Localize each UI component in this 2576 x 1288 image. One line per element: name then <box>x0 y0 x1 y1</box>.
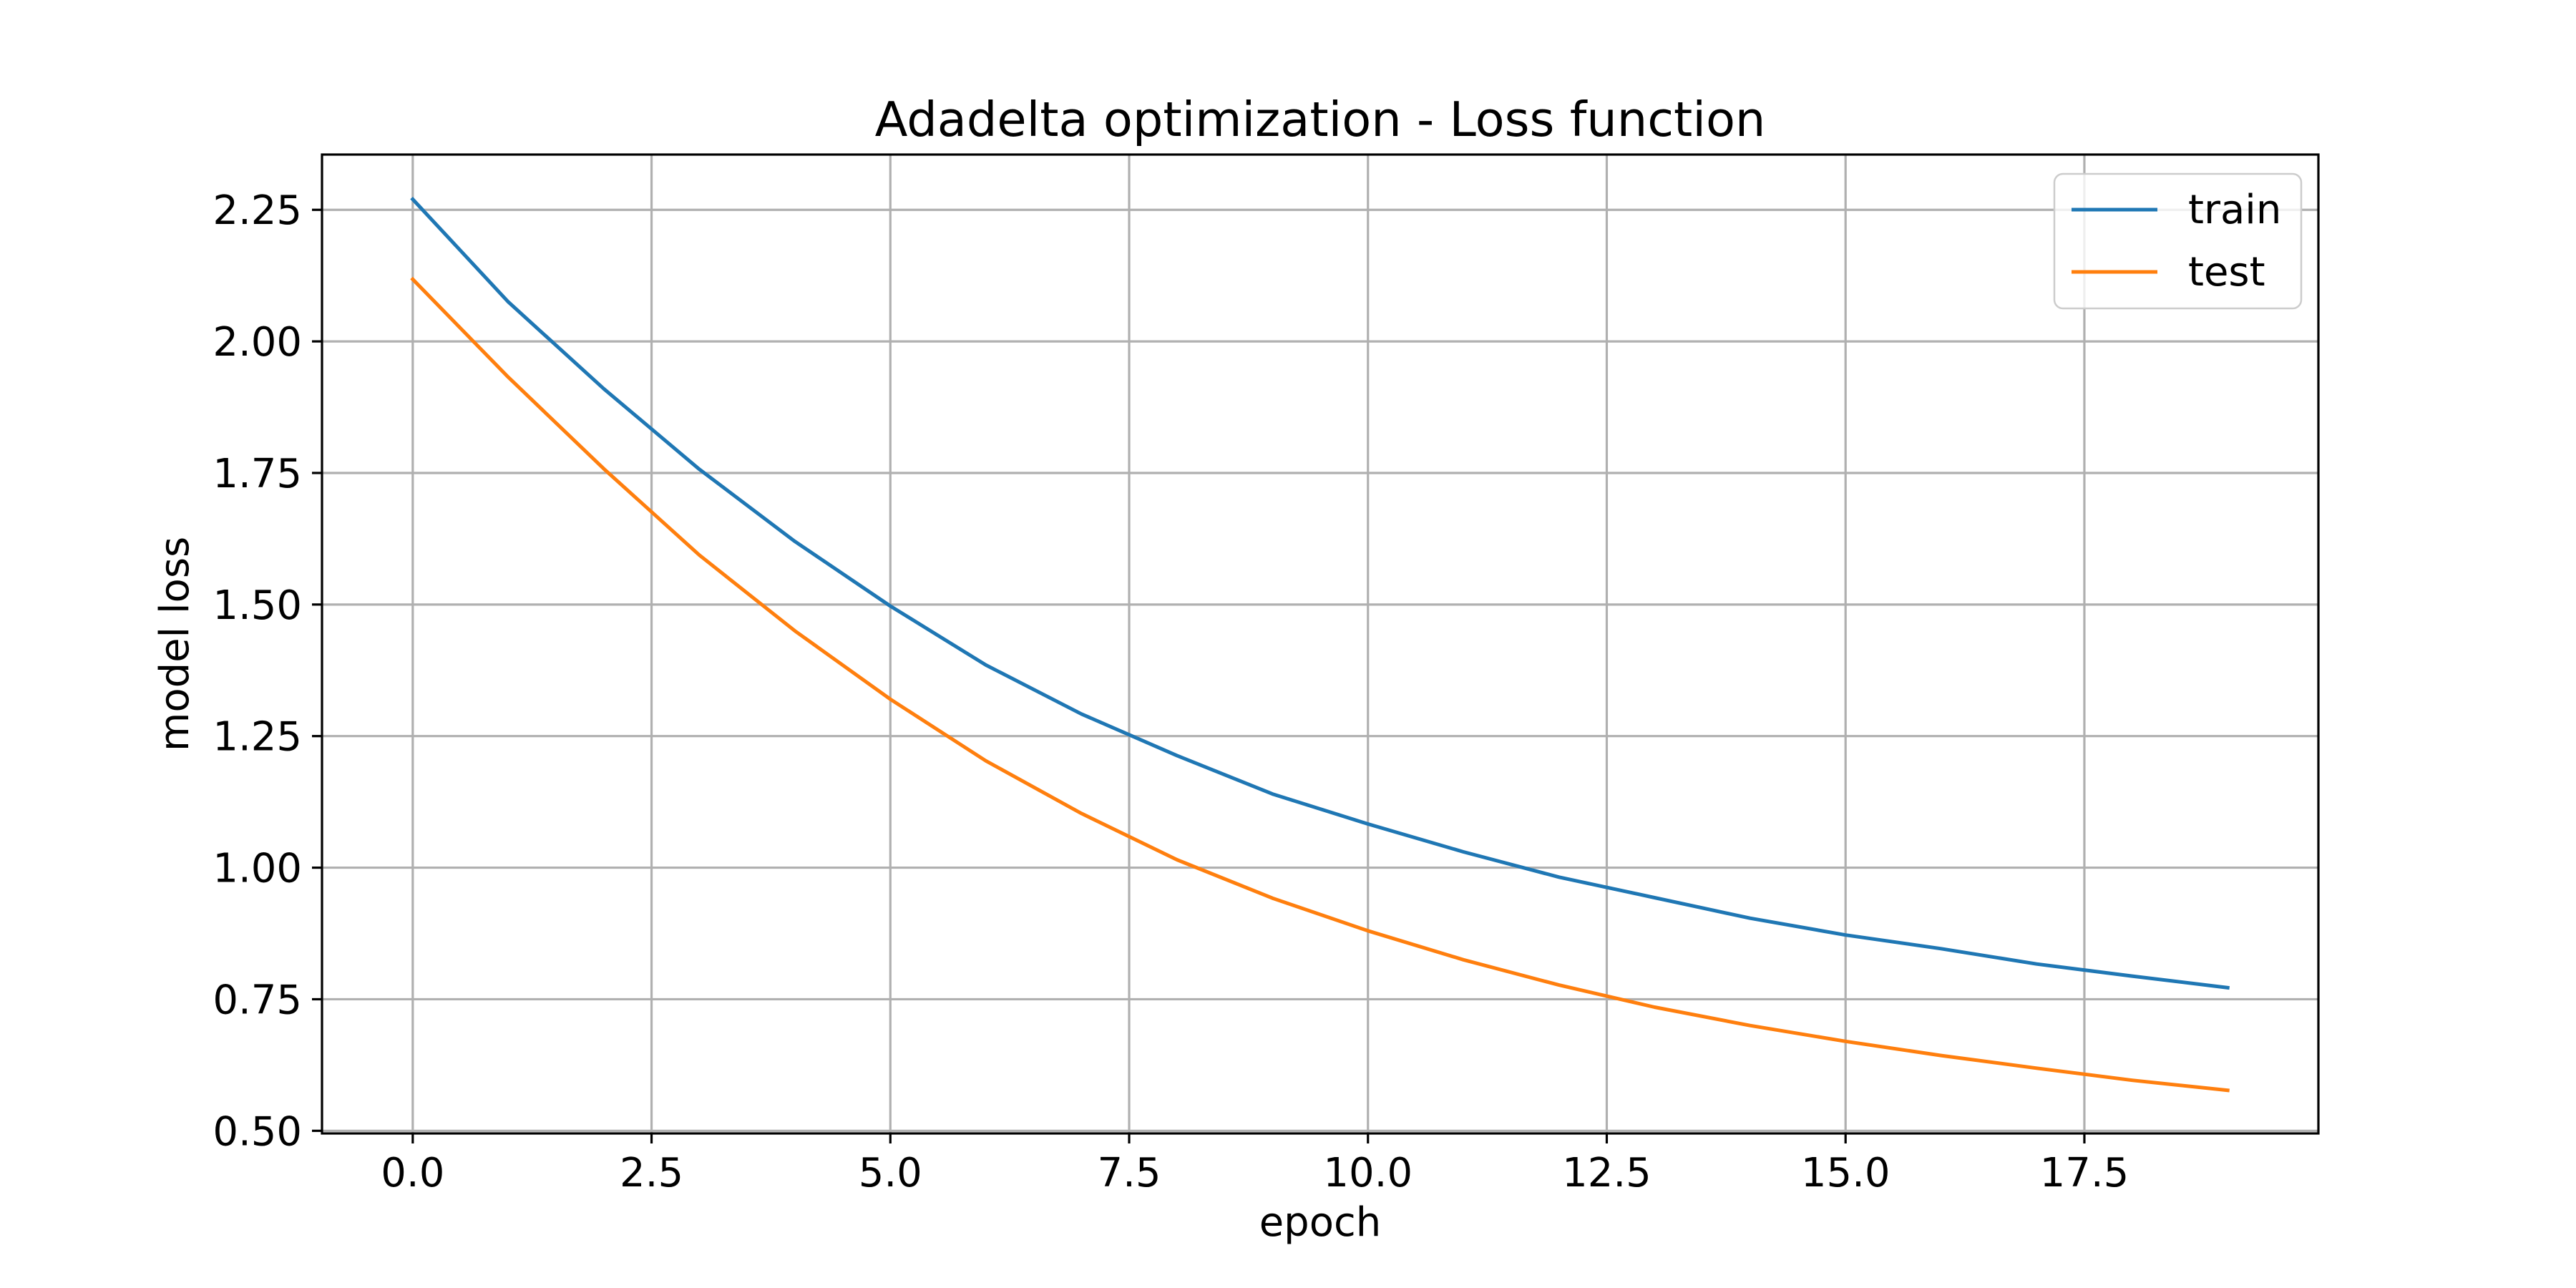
y-tick-label: 1.00 <box>213 846 302 892</box>
y-axis-label: model loss <box>152 537 198 751</box>
x-tick-label: 17.5 <box>2040 1150 2129 1196</box>
x-tick-label: 5.0 <box>859 1150 922 1196</box>
grid <box>322 155 2318 1133</box>
plot-frame <box>321 153 2320 1135</box>
y-tick-label: 2.25 <box>213 187 302 234</box>
y-tick-label: 0.75 <box>213 977 302 1023</box>
series-line-test <box>410 276 2230 1093</box>
x-tick-label: 7.5 <box>1097 1150 1161 1196</box>
series-line-train <box>410 196 2230 990</box>
x-tick-label: 2.5 <box>620 1150 683 1196</box>
tick-layer: 0.0 2.5 5.0 7.5 10.0 12.5 15.0 17.5 0.50 0.75 1.00… <box>213 187 2129 1196</box>
legend-box <box>2053 172 2303 310</box>
legend-label-train: train <box>2188 187 2281 233</box>
x-axis-label: epoch <box>1259 1199 1382 1246</box>
y-tick-label: 2.00 <box>213 319 302 366</box>
series-layer <box>410 196 2230 1093</box>
y-tick-label: 1.50 <box>213 582 302 629</box>
x-tick-label: 0.0 <box>381 1150 444 1196</box>
y-tick-label: 1.75 <box>213 451 302 497</box>
legend-label-test: test <box>2188 249 2265 296</box>
x-tick-label: 10.0 <box>1323 1150 1413 1196</box>
x-tick-label: 15.0 <box>1801 1150 1890 1196</box>
legend: train test <box>2053 172 2303 310</box>
x-tick-label: 12.5 <box>1562 1150 1652 1196</box>
chart-title: Adadelta optimization - Loss function <box>875 92 1766 147</box>
y-tick-label: 0.50 <box>213 1108 302 1155</box>
y-tick-label: 1.25 <box>213 714 302 761</box>
